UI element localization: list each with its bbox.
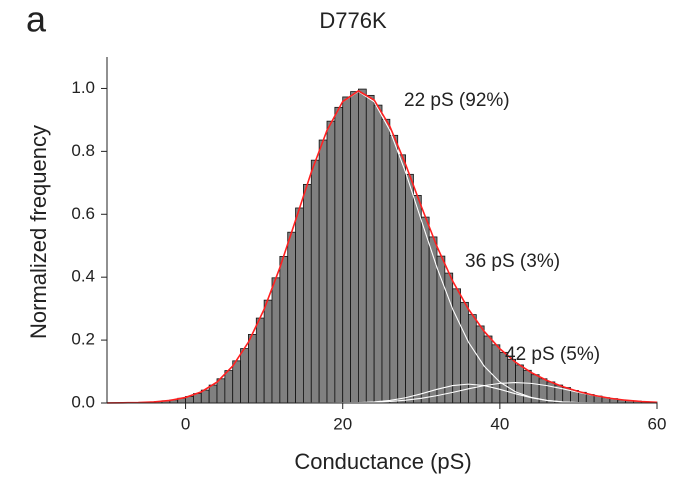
x-tick-label: 0 [181,414,190,433]
fit-annotation: 36 pS (3%) [465,251,560,272]
bar [217,379,225,403]
bar [398,155,406,403]
bar [311,160,319,403]
x-tick-label: 20 [333,414,352,433]
y-tick-label: 0.6 [71,204,95,223]
y-axis-label: Normalized frequency [26,125,51,339]
bar [406,174,414,403]
bar [296,208,304,403]
bar [429,237,437,403]
panel-label: a [26,0,47,40]
fit-annotation: 22 pS (92%) [404,90,510,111]
bar [327,121,335,403]
y-tick-label: 0.0 [71,392,95,411]
bar [280,256,288,403]
y-tick-label: 0.8 [71,141,95,160]
bar [319,140,327,403]
chart-title: D776K [319,8,387,33]
x-tick-label: 40 [490,414,509,433]
bar [366,95,374,403]
fit-annotation: 42 pS (5%) [505,344,600,365]
bar [523,370,531,403]
bar [390,135,398,403]
bar [461,302,469,403]
bar [516,365,524,403]
x-tick-label: 60 [648,414,667,433]
bar [492,345,500,403]
bar [256,318,264,403]
y-tick-label: 1.0 [71,78,95,97]
bar [508,359,516,403]
bar [343,97,351,403]
bar [233,361,241,403]
bar [303,184,311,403]
bar [241,349,249,403]
bar [351,92,359,403]
bar [374,105,382,403]
y-tick-label: 0.4 [71,267,95,286]
bar [225,371,233,403]
bar [335,107,343,403]
bar [547,382,555,403]
bar [468,315,476,403]
bar [248,334,256,403]
bar [264,300,272,403]
y-tick-label: 0.2 [71,330,95,349]
bar [413,195,421,403]
bar [421,217,429,403]
bar [382,119,390,403]
bar [288,232,296,403]
bar [272,278,280,403]
bar [358,89,366,403]
bar [209,385,217,403]
x-axis-label: Conductance (pS) [294,449,471,474]
